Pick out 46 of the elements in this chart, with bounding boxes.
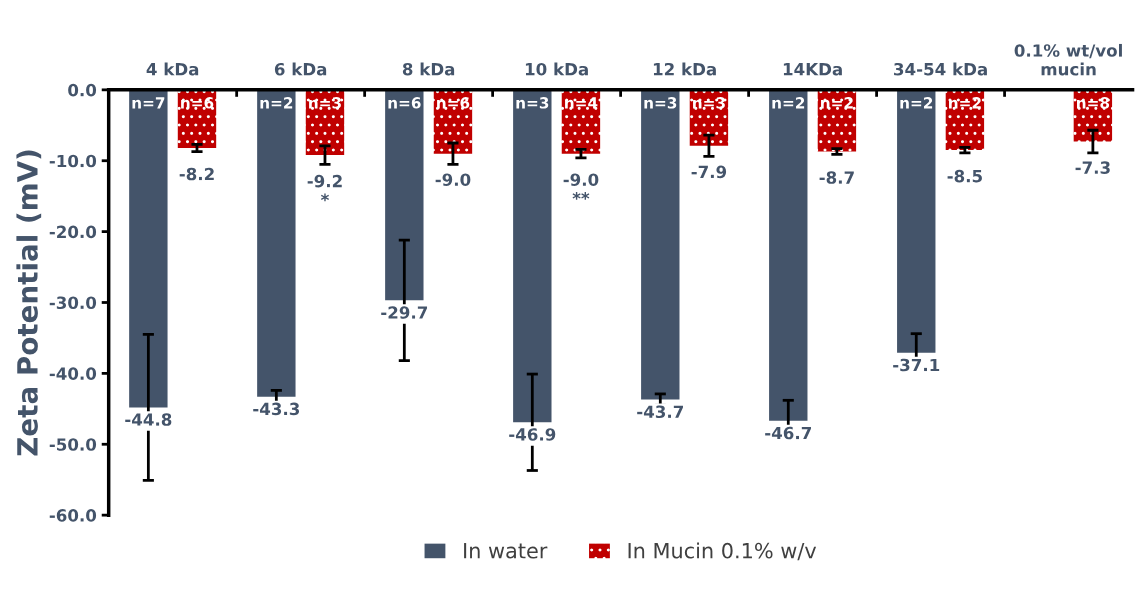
- data-label: -7.9: [691, 165, 727, 179]
- legend-label: In water: [464, 543, 548, 559]
- x-tick-label: 8 kDa: [402, 62, 455, 76]
- x-tick-label: 14KDa: [783, 63, 842, 76]
- data-label: -9.0: [435, 173, 471, 186]
- annotation: n=6: [181, 97, 214, 109]
- data-label: -8.5: [947, 169, 982, 183]
- data-label: -8.7: [819, 171, 854, 184]
- data-label: -7.3: [1075, 161, 1110, 174]
- annotation: n=2: [260, 97, 293, 109]
- y-tick-label: -30.0: [49, 296, 97, 310]
- y-tick-label: -60.0: [49, 509, 97, 522]
- annotation: n=7: [132, 97, 165, 109]
- y-tick-label: -50.0: [49, 438, 97, 451]
- y-tick-label: 0.0: [68, 83, 97, 97]
- data-label: -46.7: [765, 426, 811, 440]
- y-tick-label: -20.0: [49, 225, 97, 239]
- data-label: -9.0 **: [563, 173, 599, 200]
- annotation: n=3: [644, 97, 677, 109]
- x-tick-label: 4 kDa: [146, 62, 199, 76]
- annotation: n=6: [388, 97, 421, 109]
- x-tick-label: 6 kDa: [274, 62, 327, 76]
- y-axis-title: Zeta Potential (mV): [16, 150, 42, 456]
- data-label: -43.3: [253, 402, 300, 416]
- data-label: -37.1: [893, 358, 940, 372]
- data-label: -9.2 *: [307, 174, 342, 202]
- annotation: n=2: [900, 97, 933, 109]
- data-label: -44.8: [125, 413, 172, 426]
- annotation: n=3: [516, 97, 549, 109]
- x-tick-label: 34-54 kDa: [894, 62, 987, 76]
- annotation: n=4: [565, 97, 598, 109]
- annotation: n=6: [437, 97, 470, 109]
- data-label: -46.9: [509, 428, 556, 441]
- data-label: -8.2: [179, 167, 214, 181]
- annotation: n=2: [949, 97, 981, 109]
- data-label: -43.7: [637, 405, 683, 419]
- annotation: n=2: [772, 97, 805, 109]
- legend-label: In Mucin 0.1% w/v: [628, 542, 817, 561]
- y-tick-label: -10.0: [49, 154, 97, 168]
- x-tick-label: 0.1% wt/vol mucin: [1014, 43, 1122, 76]
- x-tick-label: 10 kDa: [525, 62, 588, 76]
- annotation: n=3: [309, 97, 341, 109]
- data-label: -29.7: [381, 306, 428, 319]
- annotation: n=3: [693, 97, 725, 109]
- x-tick-label: 12 kDa: [653, 62, 716, 76]
- y-tick-label: -40.0: [49, 367, 97, 380]
